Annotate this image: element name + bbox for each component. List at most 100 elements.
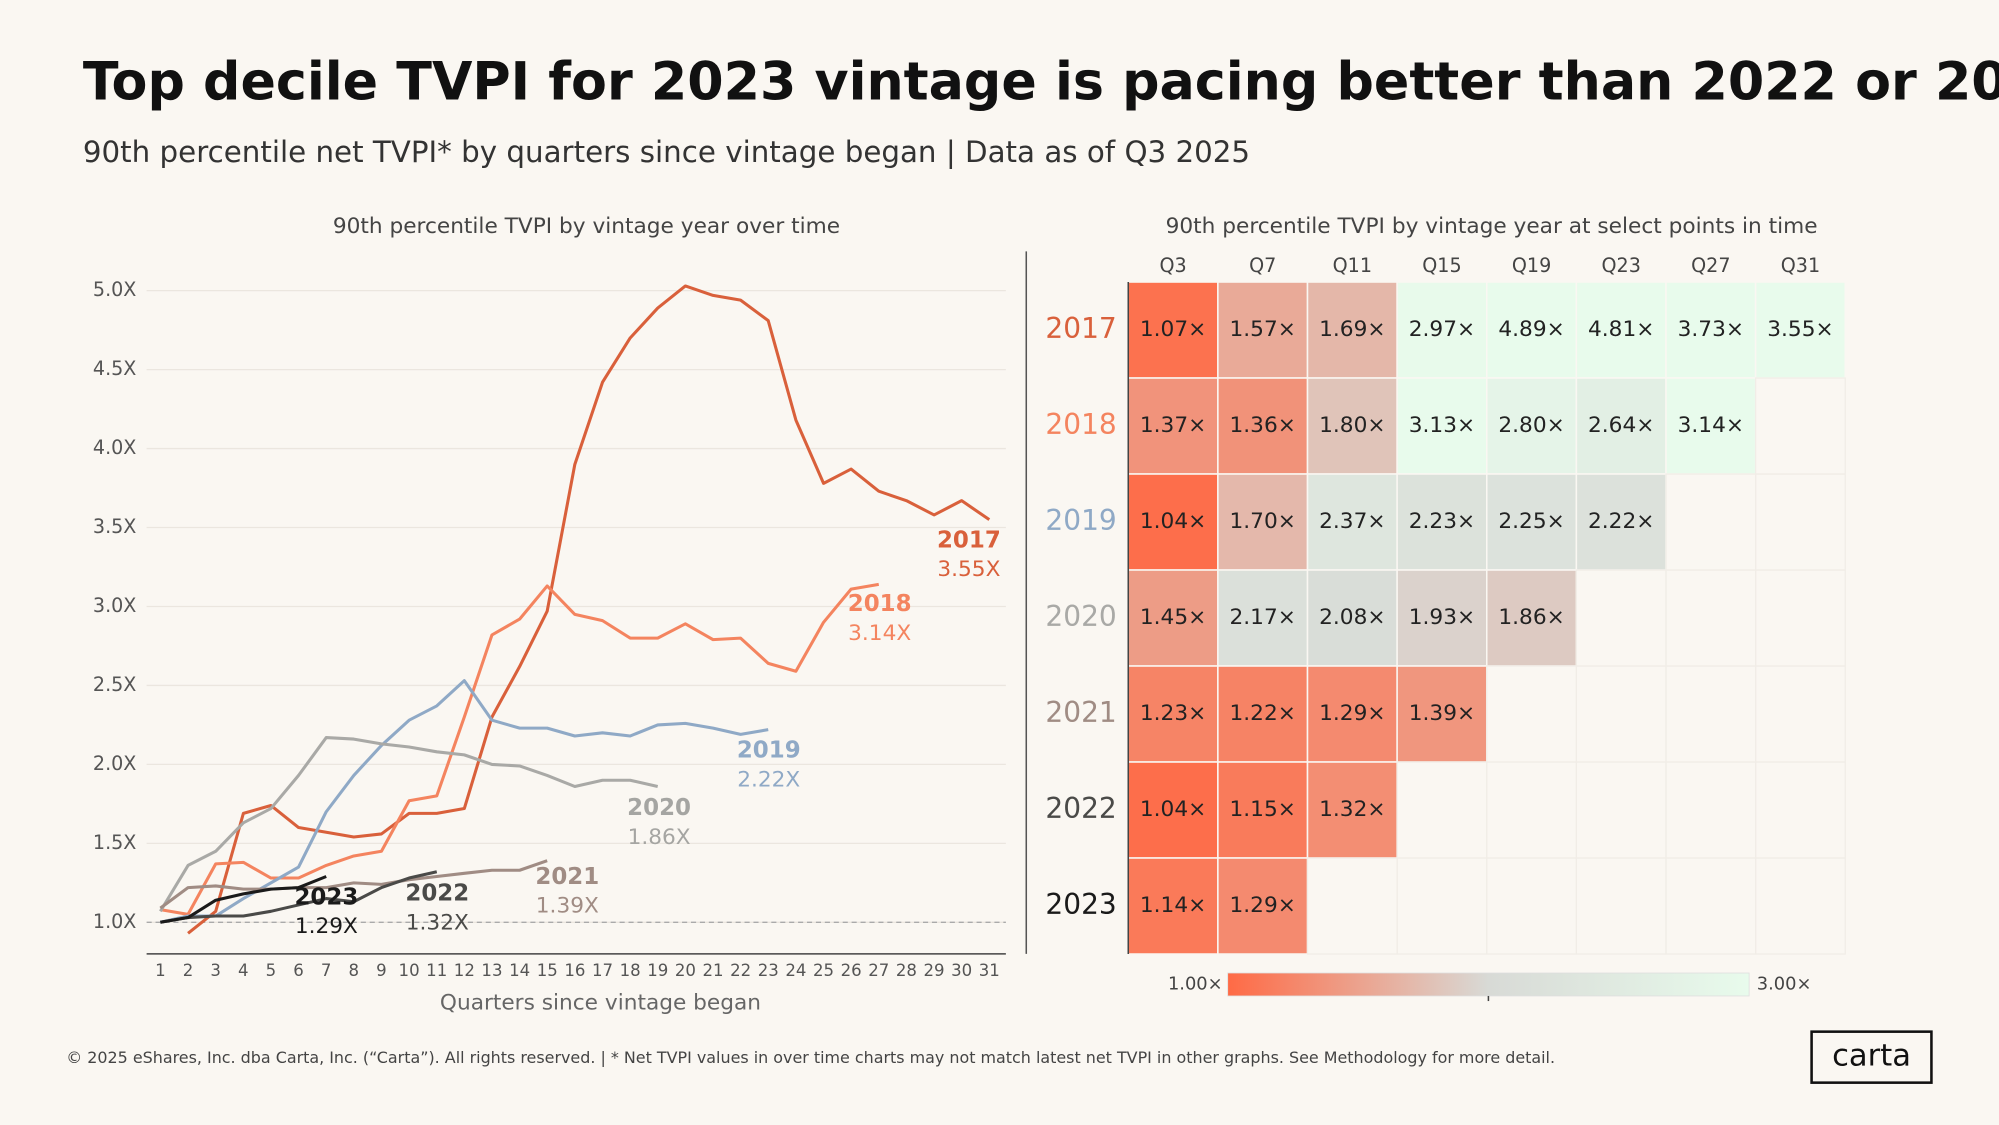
x-tick-label: 10 [399, 961, 420, 980]
colorbar [1227, 972, 1750, 997]
cell-label: 1.07× [1140, 317, 1206, 342]
x-tick-label: 7 [321, 961, 332, 980]
x-tick-label: 20 [675, 961, 696, 980]
cell-label: 1.36× [1230, 413, 1296, 438]
cell-label: 1.70× [1230, 509, 1296, 534]
cell-label: 1.86× [1498, 605, 1564, 630]
y-tick-label: 1.5X [93, 831, 136, 854]
cell-label: 1.93× [1409, 605, 1475, 630]
x-tick-label: 18 [620, 961, 641, 980]
heat-cell [1485, 473, 1578, 571]
heat-cell [1485, 569, 1578, 667]
empty-cell [1665, 569, 1757, 667]
heat-cell [1127, 569, 1219, 667]
heat-cell [1396, 281, 1488, 379]
empty-cell [1396, 761, 1488, 859]
column-label: Q23 [1602, 254, 1641, 277]
column-label: Q11 [1333, 254, 1372, 277]
cell-label: 3.55× [1767, 317, 1833, 342]
empty-cell [1754, 665, 1846, 763]
empty-cell [1575, 665, 1667, 763]
cell-label: 3.13× [1409, 413, 1475, 438]
cell-label: 3.14× [1678, 413, 1744, 438]
cell-label: 4.81× [1588, 317, 1654, 342]
footer: © 2025 eShares, Inc. dba Carta, Inc. (“C… [66, 1048, 1555, 1067]
cell-label: 2.64× [1588, 413, 1654, 438]
empty-cell [1665, 473, 1757, 571]
x-axis-label: Quarters since vintage began [440, 991, 761, 1016]
column-label: Q19 [1512, 254, 1551, 277]
empty-cell [1396, 857, 1488, 955]
cell-label: 1.29× [1319, 701, 1385, 726]
x-tick-label: 28 [896, 961, 917, 980]
x-tick-label: 30 [951, 961, 972, 980]
x-tick-label: 5 [266, 961, 277, 980]
value-label: 3.14X [848, 621, 911, 646]
series-line [159, 736, 659, 913]
x-tick-label: 29 [923, 961, 944, 980]
value-label: 1.29X [295, 914, 358, 939]
row-label: 2017 [1045, 312, 1116, 345]
cell-label: 1.14× [1140, 893, 1206, 918]
x-tick-label: 19 [647, 961, 668, 980]
empty-cell [1754, 377, 1846, 475]
logo-box [1810, 1030, 1933, 1084]
x-tick-label: 6 [293, 961, 304, 980]
cell-label: 2.80× [1498, 413, 1564, 438]
heat-cell [1217, 473, 1309, 571]
row-label: 2023 [1045, 888, 1116, 921]
column-label: Q3 [1159, 254, 1186, 277]
value-label: 3.55X [937, 557, 1000, 582]
heat-cell [1485, 281, 1578, 379]
empty-cell [1754, 857, 1846, 955]
cell-label: 2.22× [1588, 509, 1654, 534]
colorbar-label: 1.00× [1168, 973, 1223, 994]
heatmap: Q3 Q7 Q11 Q15 Q19 Q23 Q27 Q31 2017 1.07× 1.57× 1.69… [1045, 254, 1847, 1002]
empty-cell [1306, 857, 1398, 955]
series-name-label: 2021 [535, 864, 599, 890]
empty-cell [1486, 857, 1578, 955]
series-name-label: 2023 [294, 884, 358, 910]
x-tick-label: 3 [210, 961, 221, 980]
x-tick-label: 4 [238, 961, 249, 980]
row-label: 2022 [1045, 792, 1116, 825]
cell-label: 1.57× [1230, 317, 1296, 342]
column-label: Q31 [1781, 254, 1820, 277]
y-tick-label: 2.0X [93, 752, 136, 775]
empty-cell [1575, 761, 1667, 859]
y-tick-label: 3.0X [93, 594, 136, 617]
series-line [187, 284, 991, 935]
x-tick-label: 16 [564, 961, 585, 980]
series-line [159, 859, 548, 910]
heat-cell [1127, 377, 1219, 475]
heat-cell [1485, 377, 1578, 475]
cell-label: 4.89× [1498, 317, 1564, 342]
x-tick-label: 11 [426, 961, 447, 980]
value-label: 1.86X [628, 825, 691, 850]
y-tick-label: 2.5X [93, 673, 136, 696]
row-label: 2021 [1045, 696, 1116, 729]
cell-label: 2.25× [1498, 509, 1564, 534]
empty-cell [1754, 761, 1846, 859]
heat-cell [1575, 281, 1667, 379]
empty-cell [1575, 569, 1667, 667]
value-label: 1.32X [406, 910, 469, 935]
y-tick-label: 4.5X [93, 357, 136, 380]
x-tick-label: 21 [702, 961, 723, 980]
heat-cell [1396, 377, 1488, 475]
cell-label: 2.23× [1409, 509, 1475, 534]
line-chart-title: 90th percentile TVPI by vintage year ove… [333, 214, 840, 239]
x-tick-label: 25 [813, 961, 834, 980]
cell-label: 1.22× [1230, 701, 1296, 726]
column-label: Q27 [1691, 254, 1730, 277]
value-label: 2.22X [737, 768, 800, 793]
heat-cell [1306, 473, 1398, 571]
cell-label: 1.69× [1319, 317, 1385, 342]
cell-label: 1.32× [1319, 797, 1385, 822]
empty-cell [1575, 857, 1667, 955]
x-tick-label: 8 [349, 961, 360, 980]
empty-cell [1754, 569, 1846, 667]
colorbar-label: 3.00× [1757, 973, 1812, 994]
column-label: Q15 [1422, 254, 1461, 277]
